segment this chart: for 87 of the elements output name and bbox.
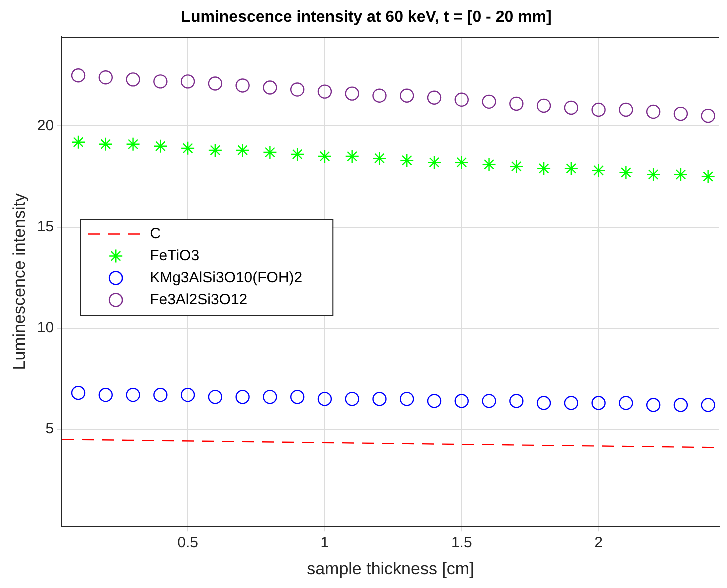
point [646, 398, 661, 412]
point [619, 396, 634, 410]
point [98, 137, 113, 152]
point [646, 168, 661, 182]
point [674, 168, 688, 182]
point [208, 390, 223, 404]
y-tick-label: 20 [37, 117, 54, 134]
legend-label: C [150, 225, 162, 242]
point [236, 78, 250, 93]
chart-title: Luminescence intensity at 60 keV, t = [0 - 20 mm] [181, 9, 552, 26]
point [98, 70, 113, 85]
point [564, 100, 579, 116]
point [71, 386, 86, 400]
point [71, 68, 86, 83]
point [98, 388, 113, 402]
point [290, 147, 305, 162]
point [345, 86, 360, 101]
point [154, 74, 168, 89]
x-tick-label: 1.5 [451, 534, 472, 552]
point [510, 160, 524, 174]
point [318, 149, 332, 164]
point [482, 394, 496, 408]
point [536, 162, 552, 176]
point [592, 164, 606, 178]
point [482, 94, 496, 110]
y-axis-title: Luminescence intensity [10, 193, 29, 370]
point [180, 388, 196, 402]
x-axis-title: sample thickness [cm] [307, 559, 474, 578]
point [564, 162, 579, 176]
point [208, 76, 223, 91]
point [180, 74, 196, 89]
point [126, 388, 140, 402]
y-tick-label: 10 [37, 320, 54, 337]
point [619, 166, 634, 180]
point [126, 137, 140, 152]
point [701, 170, 716, 184]
x-tick-label: 1 [320, 534, 330, 552]
point [263, 145, 278, 160]
point [345, 392, 360, 406]
point [126, 72, 140, 87]
point [427, 155, 442, 170]
point [400, 153, 414, 168]
x-tick-label: 2 [594, 534, 603, 552]
point [290, 390, 305, 404]
point [701, 398, 716, 412]
point [510, 96, 524, 112]
x-tick-label: 0.5 [178, 534, 198, 552]
legend-label: KMg3AlSi3O10(FOH)2 [150, 269, 303, 286]
point [71, 135, 86, 150]
y-tick-label: 15 [37, 218, 54, 236]
point [454, 155, 469, 170]
point [400, 88, 414, 103]
point [290, 82, 305, 97]
point [345, 149, 360, 164]
point [619, 102, 634, 118]
point [536, 98, 552, 114]
point [592, 102, 606, 118]
point [674, 106, 688, 122]
point [318, 84, 332, 99]
point [427, 90, 442, 105]
point [154, 388, 168, 402]
point [427, 394, 442, 408]
point [564, 396, 579, 410]
point [536, 396, 552, 410]
y-tick-label: 5 [46, 420, 54, 438]
point [510, 394, 524, 408]
point [318, 392, 332, 406]
point [372, 151, 387, 166]
point [674, 398, 688, 412]
point [454, 394, 469, 408]
point [236, 143, 250, 158]
legend-label: Fe3Al2Si3O12 [150, 291, 248, 308]
point [236, 390, 250, 404]
point [482, 158, 496, 172]
point [208, 143, 223, 158]
point [454, 92, 469, 107]
point [263, 390, 278, 404]
point [592, 396, 606, 410]
point [701, 108, 716, 124]
point [180, 141, 196, 156]
point [646, 104, 661, 120]
point [154, 139, 168, 154]
point [263, 80, 278, 95]
legend-label: FeTiO3 [150, 247, 200, 264]
point [372, 392, 387, 406]
point [400, 392, 414, 406]
point [372, 88, 387, 103]
